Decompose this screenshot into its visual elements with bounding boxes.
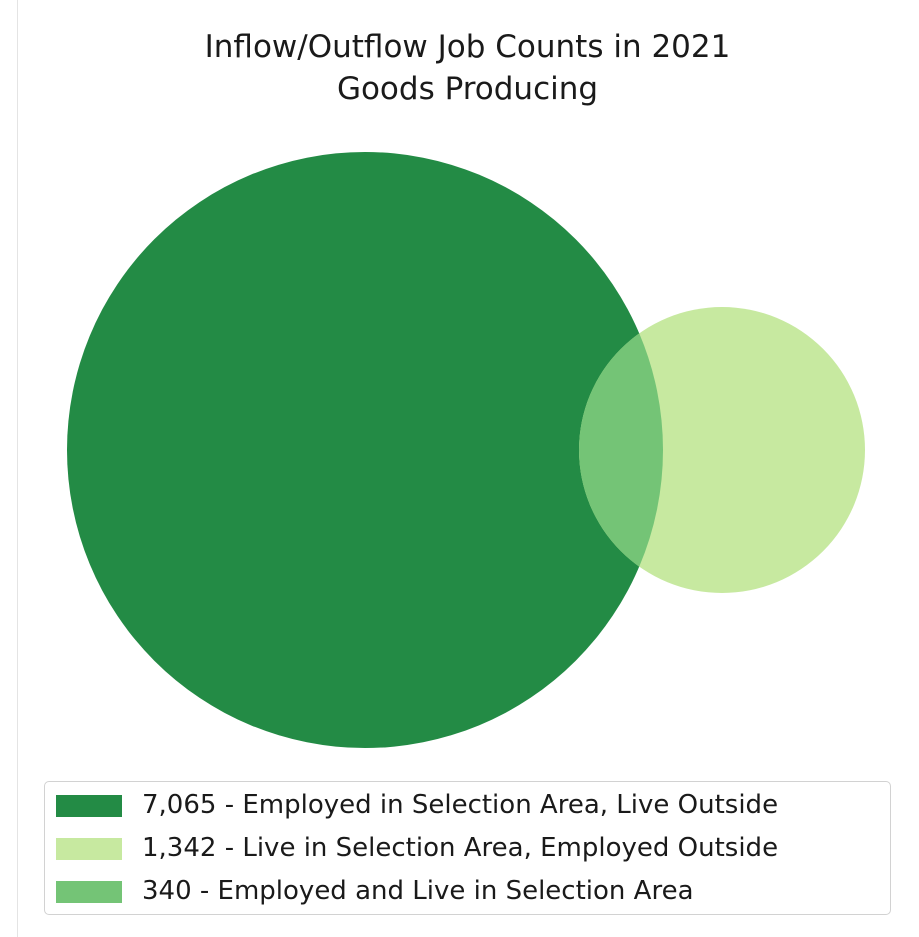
legend-label-3: 340 - Employed and Live in Selection Are…: [142, 876, 694, 906]
overlap-region: [579, 333, 663, 567]
legend-swatch-3: [56, 881, 122, 903]
circle-employed-live-outside: [67, 152, 663, 748]
legend-item-live-employed-outside: 1,342 - Live in Selection Area, Employed…: [45, 833, 890, 863]
legend-item-employed-and-live: 340 - Employed and Live in Selection Are…: [45, 876, 890, 906]
legend-label-2: 1,342 - Live in Selection Area, Employed…: [142, 833, 779, 863]
legend-label-1: 7,065 - Employed in Selection Area, Live…: [142, 790, 779, 820]
chart-title-block: Inflow/Outflow Job Counts in 2021 Goods …: [0, 26, 919, 110]
chart-subtitle: Goods Producing: [336, 71, 599, 107]
left-border: [17, 0, 18, 937]
legend-swatch-1: [56, 795, 122, 817]
chart-title: Inflow/Outflow Job Counts in 2021: [204, 29, 731, 65]
legend: 7,065 - Employed in Selection Area, Live…: [44, 781, 891, 915]
legend-item-employed-live-outside: 7,065 - Employed in Selection Area, Live…: [45, 790, 890, 820]
legend-swatch-2: [56, 838, 122, 860]
